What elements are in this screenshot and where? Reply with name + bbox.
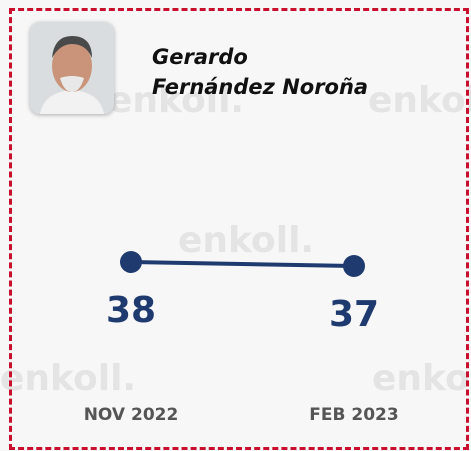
x-tick-label: FEB 2023: [309, 405, 398, 425]
chart: 38 NOV 2022 37 FEB 2023: [0, 0, 471, 451]
value-label: 38: [106, 290, 156, 331]
point: [120, 251, 142, 273]
value-label: 37: [329, 294, 379, 335]
card: enkoll. enkoll. enkoll. enkoll. enkoll. …: [0, 0, 471, 451]
line: [131, 262, 354, 266]
x-tick-label: NOV 2022: [84, 405, 179, 425]
point: [343, 255, 365, 277]
